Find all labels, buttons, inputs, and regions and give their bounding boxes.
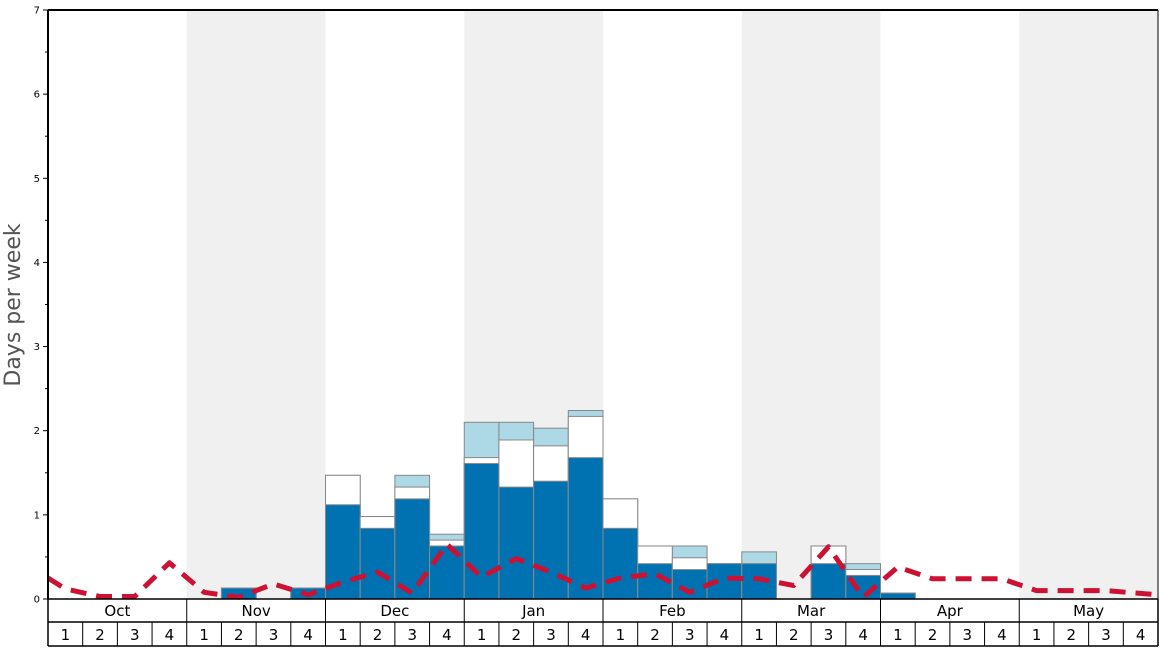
y-tick-label: 0 [34,595,40,606]
month-shading [186,10,1158,599]
month-label-nov: Nov [241,602,270,620]
week-label: 3 [130,626,140,644]
week-label: 4 [442,626,452,644]
week-label: 3 [962,626,972,644]
week-label: 2 [650,626,660,644]
month-label-jan: Jan [521,602,545,620]
week-label: 1 [1032,626,1042,644]
bar-main-9 [359,527,396,600]
week-label: 1 [754,626,764,644]
month-label-mar: Mar [797,602,826,620]
week-label: 2 [234,626,244,644]
y-axis-label: Days per week [1,223,26,386]
y-tick-label: 5 [34,174,40,185]
month-label-may: May [1073,602,1104,620]
week-label: 1 [616,626,626,644]
y-tick-label: 3 [34,342,40,353]
month-label-oct: Oct [104,602,130,620]
week-label: 1 [477,626,487,644]
month-shade-may [1019,10,1158,599]
week-label: 4 [997,626,1007,644]
week-label: 2 [373,626,383,644]
y-tick-label: 2 [34,426,40,437]
y-tick-label: 1 [34,510,40,521]
week-label: 2 [512,626,522,644]
y-tick-label: 4 [34,258,40,269]
bar-main-13 [498,486,535,600]
week-label: 3 [269,626,279,644]
week-label: 2 [1067,626,1077,644]
month-label-dec: Dec [380,602,409,620]
week-label: 3 [407,626,417,644]
week-label: 3 [824,626,834,644]
week-label: 1 [338,626,348,644]
week-label: 4 [858,626,868,644]
week-label: 2 [95,626,105,644]
month-shade-mar [741,10,881,599]
week-label: 4 [165,626,175,644]
bar-main-12 [463,463,500,600]
week-label: 3 [1101,626,1111,644]
week-label: 1 [199,626,209,644]
y-tick-label: 6 [34,90,40,101]
average-line-path [46,541,1159,600]
week-label: 2 [789,626,799,644]
week-label: 3 [546,626,556,644]
axes: 0 1 2 3 4 5 6 7 [34,6,1159,606]
bar-main-8 [325,504,361,600]
y-tick-label: 7 [34,6,40,17]
bar-main-24 [880,592,916,600]
week-label: 3 [685,626,695,644]
average-line [46,541,1159,600]
week-label: 1 [893,626,903,644]
month-shade-nov [186,10,326,599]
week-label: 1 [61,626,71,644]
month-label-feb: Feb [659,602,686,620]
week-label: 4 [303,626,313,644]
week-label: 2 [928,626,938,644]
week-label: 4 [720,626,730,644]
week-label: 4 [1136,626,1146,644]
month-label-apr: Apr [937,602,964,620]
bar-main-14 [533,480,569,600]
bar-main-15 [567,457,604,600]
bar-main-16 [602,527,639,600]
x-axis-table: Oct 1 2 3 4 Nov 1 2 3 4 Dec 1 2 3 4 Jan 1 2 3 4 Feb 1 2 3 4 Mar 1 2… [47,598,1159,647]
week-label: 4 [581,626,591,644]
bar-main-22 [810,563,847,600]
